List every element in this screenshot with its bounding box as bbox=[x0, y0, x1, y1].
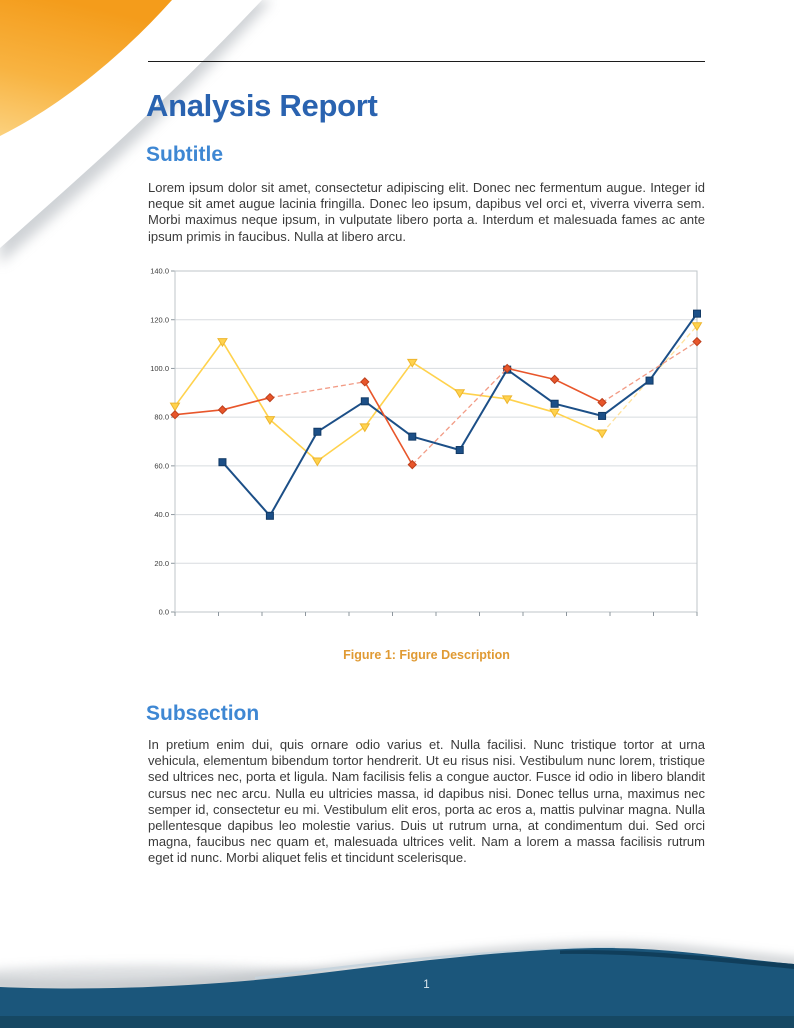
subtitle-heading: Subtitle bbox=[146, 143, 223, 166]
y-tick-label: 120.0 bbox=[150, 315, 169, 324]
red-series-marker bbox=[265, 392, 275, 403]
blue-series-line bbox=[221, 313, 698, 517]
blue-series-marker bbox=[265, 511, 274, 520]
blue-series-marker bbox=[645, 376, 654, 385]
red-series-marker bbox=[502, 363, 512, 374]
blue-series-marker bbox=[550, 399, 559, 408]
footer-wave bbox=[0, 942, 794, 1028]
red-series-marker bbox=[360, 377, 370, 387]
page-title: Analysis Report bbox=[146, 88, 378, 123]
red-series-marker bbox=[170, 409, 180, 420]
figure-line-chart: 0.0 20.0 40.0 60.0 80.0 100.0 120.0 140.0 bbox=[140, 258, 710, 624]
footer-main-wave bbox=[0, 947, 794, 1028]
y-tick-label: 0.0 bbox=[159, 608, 169, 617]
blue-series-marker bbox=[408, 432, 417, 441]
yellow-series-marker bbox=[406, 358, 418, 368]
yellow-series-marker bbox=[454, 389, 466, 399]
line-chart-canvas: 0.0 20.0 40.0 60.0 80.0 100.0 120.0 140.0 bbox=[150, 267, 703, 617]
figure-caption: Figure 1: Figure Description bbox=[343, 648, 510, 662]
blue-series-marker bbox=[598, 411, 607, 420]
yellow-series-marker bbox=[169, 402, 181, 412]
y-tick-label: 20.0 bbox=[154, 559, 169, 568]
red-series-marker bbox=[407, 459, 417, 470]
subsection-paragraph: In pretium enim dui, quis ornare odio va… bbox=[148, 737, 705, 866]
y-tick-label: 100.0 bbox=[150, 364, 169, 373]
red-series-dashed-bridge bbox=[601, 341, 698, 404]
blue-series-marker bbox=[360, 397, 369, 406]
yellow-series-marker bbox=[549, 408, 561, 418]
red-series-dashed-bridge bbox=[411, 367, 508, 466]
footer-dark-edge bbox=[560, 950, 794, 969]
blue-series-marker bbox=[218, 458, 227, 467]
header-rule bbox=[148, 61, 705, 62]
red-series-marker bbox=[692, 336, 702, 347]
yellow-series-marker bbox=[691, 322, 703, 332]
yellow-series-marker bbox=[217, 338, 228, 348]
subsection-heading: Subsection bbox=[146, 702, 260, 725]
y-tick-label: 80.0 bbox=[154, 413, 169, 422]
footer-bottom-band bbox=[0, 1016, 794, 1028]
red-series-marker bbox=[217, 405, 228, 415]
yellow-series-marker bbox=[359, 423, 371, 433]
red-series-marker bbox=[597, 397, 607, 408]
blue-series-marker bbox=[455, 446, 464, 455]
blue-series-marker bbox=[693, 309, 701, 318]
yellow-series-marker bbox=[311, 457, 323, 467]
y-tick-label: 60.0 bbox=[154, 461, 169, 470]
subtitle-paragraph: Lorem ipsum dolor sit amet, consectetur … bbox=[148, 180, 705, 244]
yellow-series-marker bbox=[264, 416, 276, 426]
yellow-series-marker bbox=[501, 395, 513, 405]
y-tick-label: 140.0 bbox=[150, 267, 169, 276]
yellow-series-marker bbox=[596, 429, 608, 439]
page-number: 1 bbox=[423, 979, 430, 991]
blue-series-marker bbox=[313, 427, 322, 436]
red-series-dashed-bridge bbox=[269, 381, 365, 399]
red-series-marker bbox=[549, 374, 560, 385]
y-tick-label: 40.0 bbox=[154, 510, 169, 519]
